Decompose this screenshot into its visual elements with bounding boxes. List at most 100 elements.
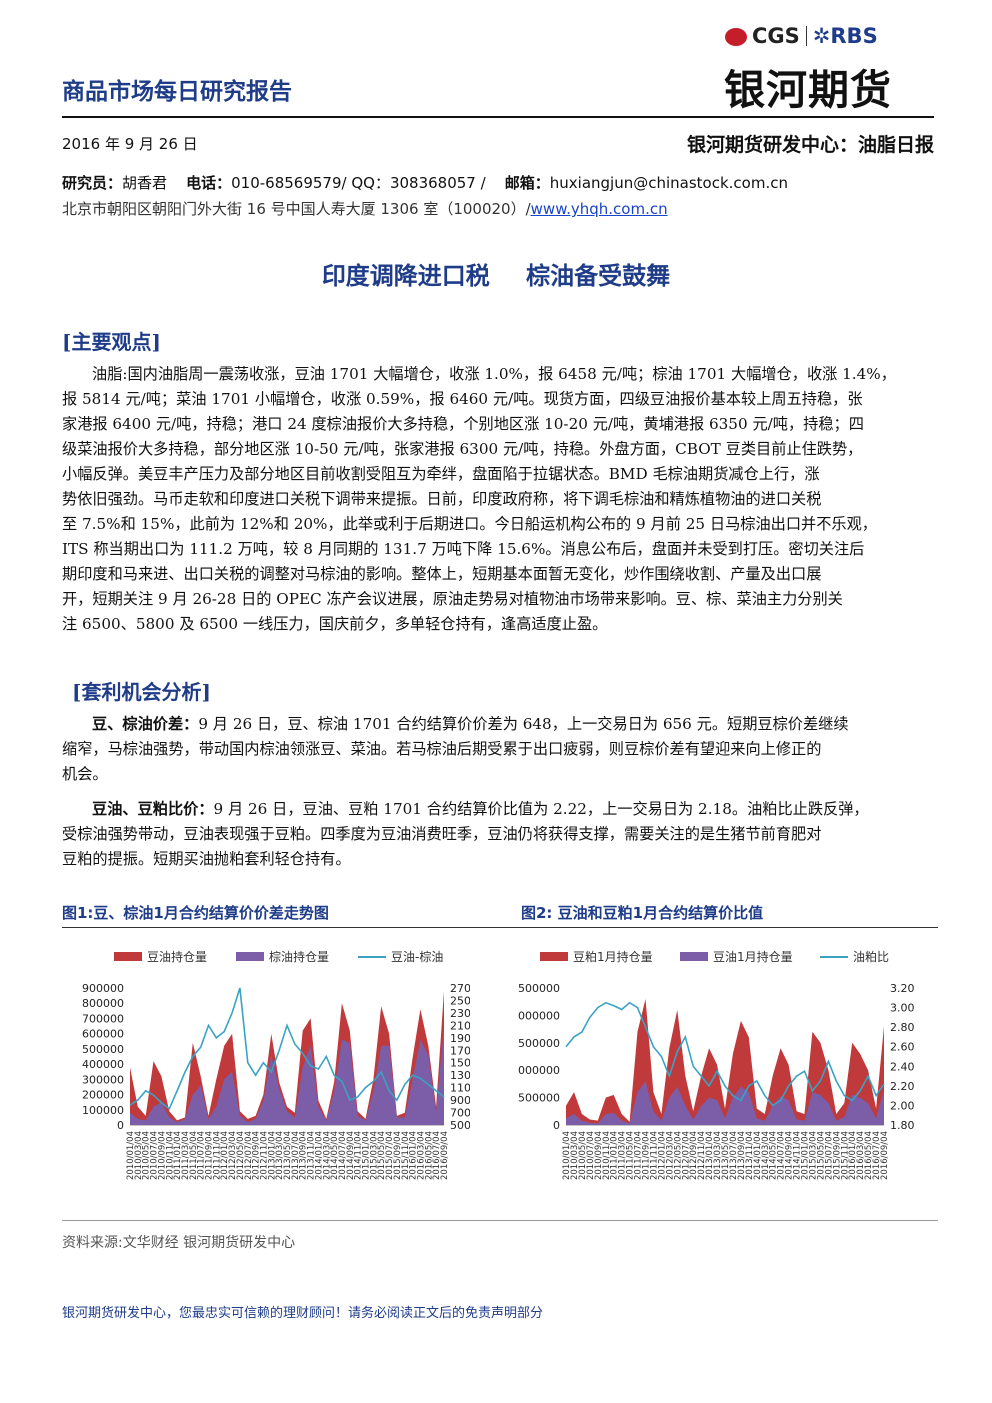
email-address[interactable]: huxiangjun@chinastock.com.cn <box>549 174 788 192</box>
paragraph-line: 小幅反弹。美豆丰产压力及部分地区目前收割受阻互为牵绊，盘面陷于拉锯状态。BMD … <box>62 465 820 483</box>
x-tick-label: 2012/05/04 <box>673 1131 683 1180</box>
y-left-tick-label: 600000 <box>82 1028 124 1041</box>
logo-chinese-name: 银河期货 <box>724 66 892 114</box>
x-tick-label: 2015/11/04 <box>401 1131 411 1180</box>
x-tick-label: 2011/05/04 <box>626 1131 636 1180</box>
rbs-star-icon: ✲ <box>812 24 831 48</box>
x-tick-label: 2014/03/04 <box>761 1131 771 1180</box>
x-tick-label: 2010/07/04 <box>150 1131 160 1180</box>
legend-swatch <box>680 952 708 961</box>
website-link[interactable]: www.yhqh.com.cn <box>530 200 668 218</box>
x-tick-label: 2016/07/04 <box>872 1131 882 1180</box>
cgs-swirl-icon <box>725 28 747 46</box>
y-left-tick-label: 500000 <box>82 1043 124 1056</box>
x-tick-label: 2010/01/04 <box>562 1131 572 1180</box>
x-tick-label: 2010/07/04 <box>586 1131 596 1180</box>
y-left-tick-label: 800000 <box>82 997 124 1010</box>
x-tick-label: 2016/09/04 <box>440 1131 450 1180</box>
x-tick-label: 2013/01/04 <box>705 1131 715 1180</box>
address-line: 北京市朝阳区朝阳门外大街 16 号中国人寿大厦 1306 室（100020）/w… <box>62 198 668 219</box>
x-tick-label: 2010/09/04 <box>594 1131 604 1180</box>
email-label: 邮箱： <box>504 174 550 192</box>
y-right-tick-label: 500 <box>450 1119 470 1132</box>
chart-soy-palm-spread: 豆油持仓量 棕油持仓量 豆油-棕油 0 100000 200000 300000 400000… <box>62 938 470 1208</box>
paragraph-line: 级菜油报价大多持稳，部分地区涨 10-50 元/吨，张家港报 6300 元/吨，… <box>62 440 863 458</box>
paragraph-line: 家港报 6400 元/吨，持稳；港口 24 度棕油报价大多持稳，个别地区涨 10… <box>62 415 864 433</box>
y-left-tick-label: 300000 <box>82 1073 124 1086</box>
x-tick-label: 2012/07/04 <box>681 1131 691 1180</box>
x-tick-label: 2016/01/04 <box>409 1131 419 1180</box>
x-tick-label: 2012/03/04 <box>665 1131 675 1180</box>
x-tick-label: 2012/09/04 <box>252 1131 262 1180</box>
x-tick-label: 2013/07/04 <box>291 1131 301 1180</box>
legend-swatch <box>114 952 142 961</box>
x-tick-label: 2016/03/04 <box>416 1131 426 1180</box>
x-tick-label: 2011/03/04 <box>618 1131 628 1180</box>
paragraph-line: ITS 称当期出口为 111.2 万吨，较 8 月同期的 131.7 万吨下降 … <box>62 540 865 558</box>
phone-label: 电话： <box>186 174 232 192</box>
y-right-tick-label: 1500 <box>450 1057 470 1070</box>
legend-label: 豆油1月持仓量 <box>713 949 793 964</box>
x-tick-label: 2011/01/04 <box>610 1131 620 1180</box>
paragraph-line: 受棕油强势带动，豆油表现强于豆粕。四季度为豆油消费旺季，豆油仍将获得支撑，需要关… <box>62 825 822 843</box>
y-right-tick-label: 2300 <box>450 1007 470 1020</box>
x-tick-label: 2014/03/04 <box>322 1131 332 1180</box>
x-tick-label: 2012/11/04 <box>259 1131 269 1180</box>
series-area-oil_oi <box>566 1081 884 1125</box>
paragraph-line: 开，短期关注 9 月 26-28 日的 OPEC 冻产会议进展，原油走势易对植物… <box>62 590 843 608</box>
paragraph-line: 至 7.5%和 15%，此前为 12%和 20%，此举或利于后期进口。今日船运机… <box>62 515 877 533</box>
x-tick-label: 2015/09/04 <box>393 1131 403 1180</box>
y-right-tick-label: 2.60 <box>890 1041 915 1054</box>
researcher-name: 胡香君 <box>122 174 168 192</box>
x-tick-label: 2010/03/04 <box>570 1131 580 1180</box>
y-right-tick-label: 2.80 <box>890 1021 915 1034</box>
page-footer: 银河期货研发中心，您最忠实可信赖的理财顾问！请务必阅读正文后的免责声明部分 <box>62 1306 544 1321</box>
x-tick-label: 2012/09/04 <box>689 1131 699 1180</box>
x-tick-label: 2011/05/04 <box>189 1131 199 1180</box>
x-tick-label: 2016/09/04 <box>880 1131 890 1180</box>
x-tick-label: 2012/07/04 <box>244 1131 254 1180</box>
x-tick-label: 2013/11/04 <box>307 1131 317 1180</box>
paragraph-line: 油脂:国内油脂周一震荡收涨，豆油 1701 大幅增仓，收涨 1.0%，报 645… <box>92 365 896 383</box>
paragraph-line: 期印度和马来进、出口关税的调整对马棕油的影响。整体上，短期基本面暂无变化，炒作围… <box>62 565 822 583</box>
x-tick-label: 2015/03/04 <box>369 1131 379 1180</box>
arbitrage-paragraph-soy-palm: 豆、棕油价差：9 月 26 日，豆、棕油 1701 合约结算价价差为 648，上… <box>62 712 934 787</box>
x-tick-label: 2013/03/04 <box>713 1131 723 1180</box>
paragraph-line: 9 月 26 日，豆油、豆粕 1701 合约结算价比值为 2.22，上一交易日为… <box>213 800 869 818</box>
report-title: 商品市场每日研究报告 <box>62 79 292 105</box>
soy-palm-label: 豆、棕油价差： <box>92 715 199 733</box>
y-left-tick-label: 1000000 <box>518 1064 560 1077</box>
y-right-tick-label: 900 <box>450 1094 470 1107</box>
series-area-soy_oi <box>130 991 444 1125</box>
x-tick-label: 2014/01/04 <box>314 1131 324 1180</box>
y-right-tick-label: 2500 <box>450 994 470 1007</box>
y-left-tick-label: 2000000 <box>518 1009 560 1022</box>
paragraph-line: 机会。 <box>62 765 108 783</box>
series-line-spread <box>129 987 445 1111</box>
y-left-tick-label: 2500000 <box>518 982 560 995</box>
x-tick-label: 2013/05/04 <box>283 1131 293 1180</box>
figure1-title: 图1:豆、棕油1月合约结算价价差走势图 <box>62 904 329 922</box>
x-tick-label: 2014/05/04 <box>330 1131 340 1180</box>
logo-cgs-text: CGS <box>752 24 800 48</box>
x-tick-label: 2016/05/04 <box>864 1131 874 1180</box>
chart-oil-meal-ratio: 豆粕1月持仓量 豆油1月持仓量 油粕比 0 500000 1000000 1500000 20… <box>518 938 930 1208</box>
series-area-palm_oi <box>130 1027 444 1125</box>
x-tick-label: 2015/01/04 <box>362 1131 372 1180</box>
report-date: 2016 年 9 月 26 日 <box>62 135 198 153</box>
y-right-tick-label: 1700 <box>450 1044 470 1057</box>
series-area-meal_oi <box>566 999 884 1125</box>
y-right-tick-label: 700 <box>450 1107 470 1120</box>
x-tick-label: 2014/09/04 <box>346 1131 356 1180</box>
paragraph-line: 缩窄，马棕油强势，带动国内棕油领涨豆、菜油。若马棕油后期受累于出口疲弱，则豆棕价… <box>62 740 822 758</box>
x-tick-label: 2012/01/04 <box>657 1131 667 1180</box>
y-left-tick-label: 200000 <box>82 1089 124 1102</box>
paragraph-line: 豆粕的提振。短期买油抛粕套利轻仓持有。 <box>62 850 351 868</box>
arbitrage-paragraph-oil-meal: 豆油、豆粕比价：9 月 26 日，豆油、豆粕 1701 合约结算价比值为 2.2… <box>62 797 934 872</box>
researcher-label: 研究员： <box>62 174 123 192</box>
legend-label: 豆油-棕油 <box>391 949 443 964</box>
x-tick-label: 2013/05/04 <box>721 1131 731 1180</box>
paragraph-line: 报 5814 元/吨；菜油 1701 小幅增仓，收涨 0.59%，报 6460 … <box>62 390 863 408</box>
x-tick-label: 2010/11/04 <box>602 1131 612 1180</box>
x-tick-label: 2015/01/04 <box>801 1131 811 1180</box>
